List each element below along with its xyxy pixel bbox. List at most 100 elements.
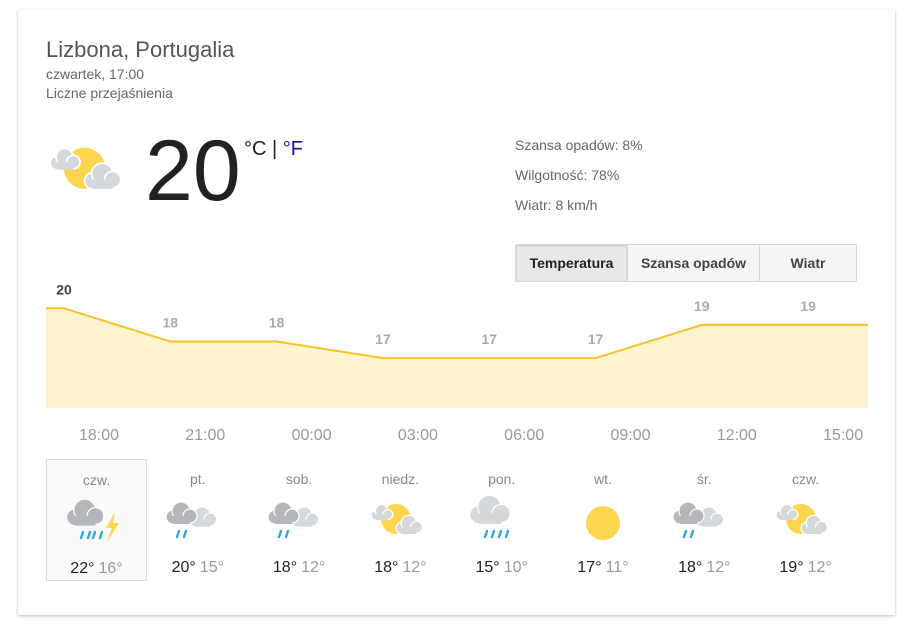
day-icon xyxy=(672,501,724,539)
icon-part xyxy=(57,162,74,170)
icon-part xyxy=(91,530,97,540)
low: 16° xyxy=(98,560,123,577)
high: 20° xyxy=(171,559,196,576)
low: 12° xyxy=(706,559,731,576)
day-name: sob. xyxy=(285,471,313,487)
unit-c[interactable]: °C xyxy=(244,138,267,160)
day-name: czw. xyxy=(791,471,820,487)
value-label: 17 xyxy=(375,331,391,347)
value-label: 19 xyxy=(694,298,710,314)
low: 12° xyxy=(807,559,832,576)
high: 15° xyxy=(475,559,500,576)
icon-part xyxy=(183,529,188,539)
time-label: 06:00 xyxy=(504,427,544,444)
condition: Liczne przejaśnienia xyxy=(46,85,173,101)
day-temps: 15° 10° xyxy=(451,559,552,577)
icon-part xyxy=(79,530,85,540)
current-icon xyxy=(49,147,122,190)
day-icon xyxy=(370,504,423,535)
day-icon xyxy=(469,494,511,539)
icon-part xyxy=(401,527,417,535)
detail: Szansa opadów: 8% xyxy=(515,137,643,153)
units: °C | °F xyxy=(244,138,303,161)
time-label: 03:00 xyxy=(398,427,438,444)
day[interactable]: niedz. 18° 12° xyxy=(350,459,451,581)
current-temperature: 20 xyxy=(145,123,241,219)
tab[interactable]: Temperatura xyxy=(516,245,627,281)
high: 18° xyxy=(678,559,703,576)
day-name: pon. xyxy=(488,471,516,487)
high: 18° xyxy=(374,559,399,576)
icon-part xyxy=(284,529,289,539)
icon-part xyxy=(807,527,822,535)
day[interactable]: śr. 18° 12° xyxy=(654,459,755,581)
icon-part xyxy=(86,530,92,540)
day-temps: 19° 12° xyxy=(755,559,856,577)
time-label: 09:00 xyxy=(610,427,650,444)
day[interactable]: czw. 22° 16° xyxy=(46,459,147,581)
high: 22° xyxy=(70,560,95,577)
day[interactable]: pt. 20° 15° xyxy=(147,459,248,581)
icon-part xyxy=(689,529,694,539)
time-label: 18:00 xyxy=(79,427,119,444)
low: 10° xyxy=(503,559,528,576)
low: 15° xyxy=(199,559,224,576)
day-icon xyxy=(585,506,620,540)
value-label: 17 xyxy=(481,331,497,347)
value-label: 18 xyxy=(269,315,285,331)
low: 12° xyxy=(402,559,427,576)
high: 17° xyxy=(577,559,602,576)
icon-part xyxy=(176,529,181,539)
temperature-line xyxy=(63,307,809,360)
tab[interactable]: Wiatr xyxy=(759,245,856,281)
day-icon xyxy=(66,498,119,542)
low: 12° xyxy=(301,559,326,576)
day-temps: 18° 12° xyxy=(350,559,451,577)
detail: Wiatr: 8 km/h xyxy=(515,197,598,213)
datetime: czwartek, 17:00 xyxy=(46,66,145,82)
day[interactable]: wt. 17° 11° xyxy=(553,459,654,581)
time-label: 00:00 xyxy=(292,427,332,444)
day-temps: 18° 12° xyxy=(249,559,350,577)
day-icon xyxy=(266,501,319,539)
icon-part xyxy=(75,516,96,526)
weather-card: Lizbona, Portugalia czwartek, 17:00 Licz… xyxy=(18,10,895,615)
day-temps: 17° 11° xyxy=(553,559,654,577)
tabs: Temperatura Szansa opadów Wiatr xyxy=(515,244,857,282)
icon-part xyxy=(490,529,496,539)
icon-part xyxy=(781,514,793,521)
day-name: wt. xyxy=(594,471,612,487)
icon-part xyxy=(106,512,119,542)
value-label: 20 xyxy=(56,281,72,297)
high: 18° xyxy=(272,559,298,576)
detail: Wilgotność: 78% xyxy=(515,167,620,183)
day-name: pt. xyxy=(190,471,206,487)
time-label: 12:00 xyxy=(717,427,757,444)
value-label: 18 xyxy=(163,315,179,331)
icon-part xyxy=(296,519,312,527)
icon-part xyxy=(483,529,489,539)
icon-part xyxy=(98,530,104,540)
icon-part xyxy=(497,529,503,539)
time-label: 21:00 xyxy=(185,427,225,444)
icon-part xyxy=(195,519,211,527)
day-name: czw. xyxy=(82,472,111,488)
separator: | xyxy=(272,138,278,160)
hourly-chart: 20 18:00 18 21:00 18 00:00 17 03:00 17 06:00 17 09:… xyxy=(46,281,868,444)
day[interactable]: czw. 19° 12° xyxy=(755,459,856,581)
day-icon xyxy=(775,504,829,535)
icon-part xyxy=(479,513,502,524)
icon-part xyxy=(585,506,620,540)
icon-part xyxy=(375,514,388,521)
unit-f[interactable]: °F xyxy=(282,138,303,160)
value-label: 19 xyxy=(800,298,816,314)
icon-part xyxy=(274,516,292,524)
icon-part xyxy=(682,529,687,539)
icon-part xyxy=(701,519,718,527)
day[interactable]: sob. 18° 12° xyxy=(249,459,350,581)
tab[interactable]: Szansa opadów xyxy=(627,245,759,281)
low: 11° xyxy=(605,559,629,576)
day[interactable]: pon. 15° 10° xyxy=(451,459,552,581)
day-temps: 22° 16° xyxy=(47,560,146,578)
